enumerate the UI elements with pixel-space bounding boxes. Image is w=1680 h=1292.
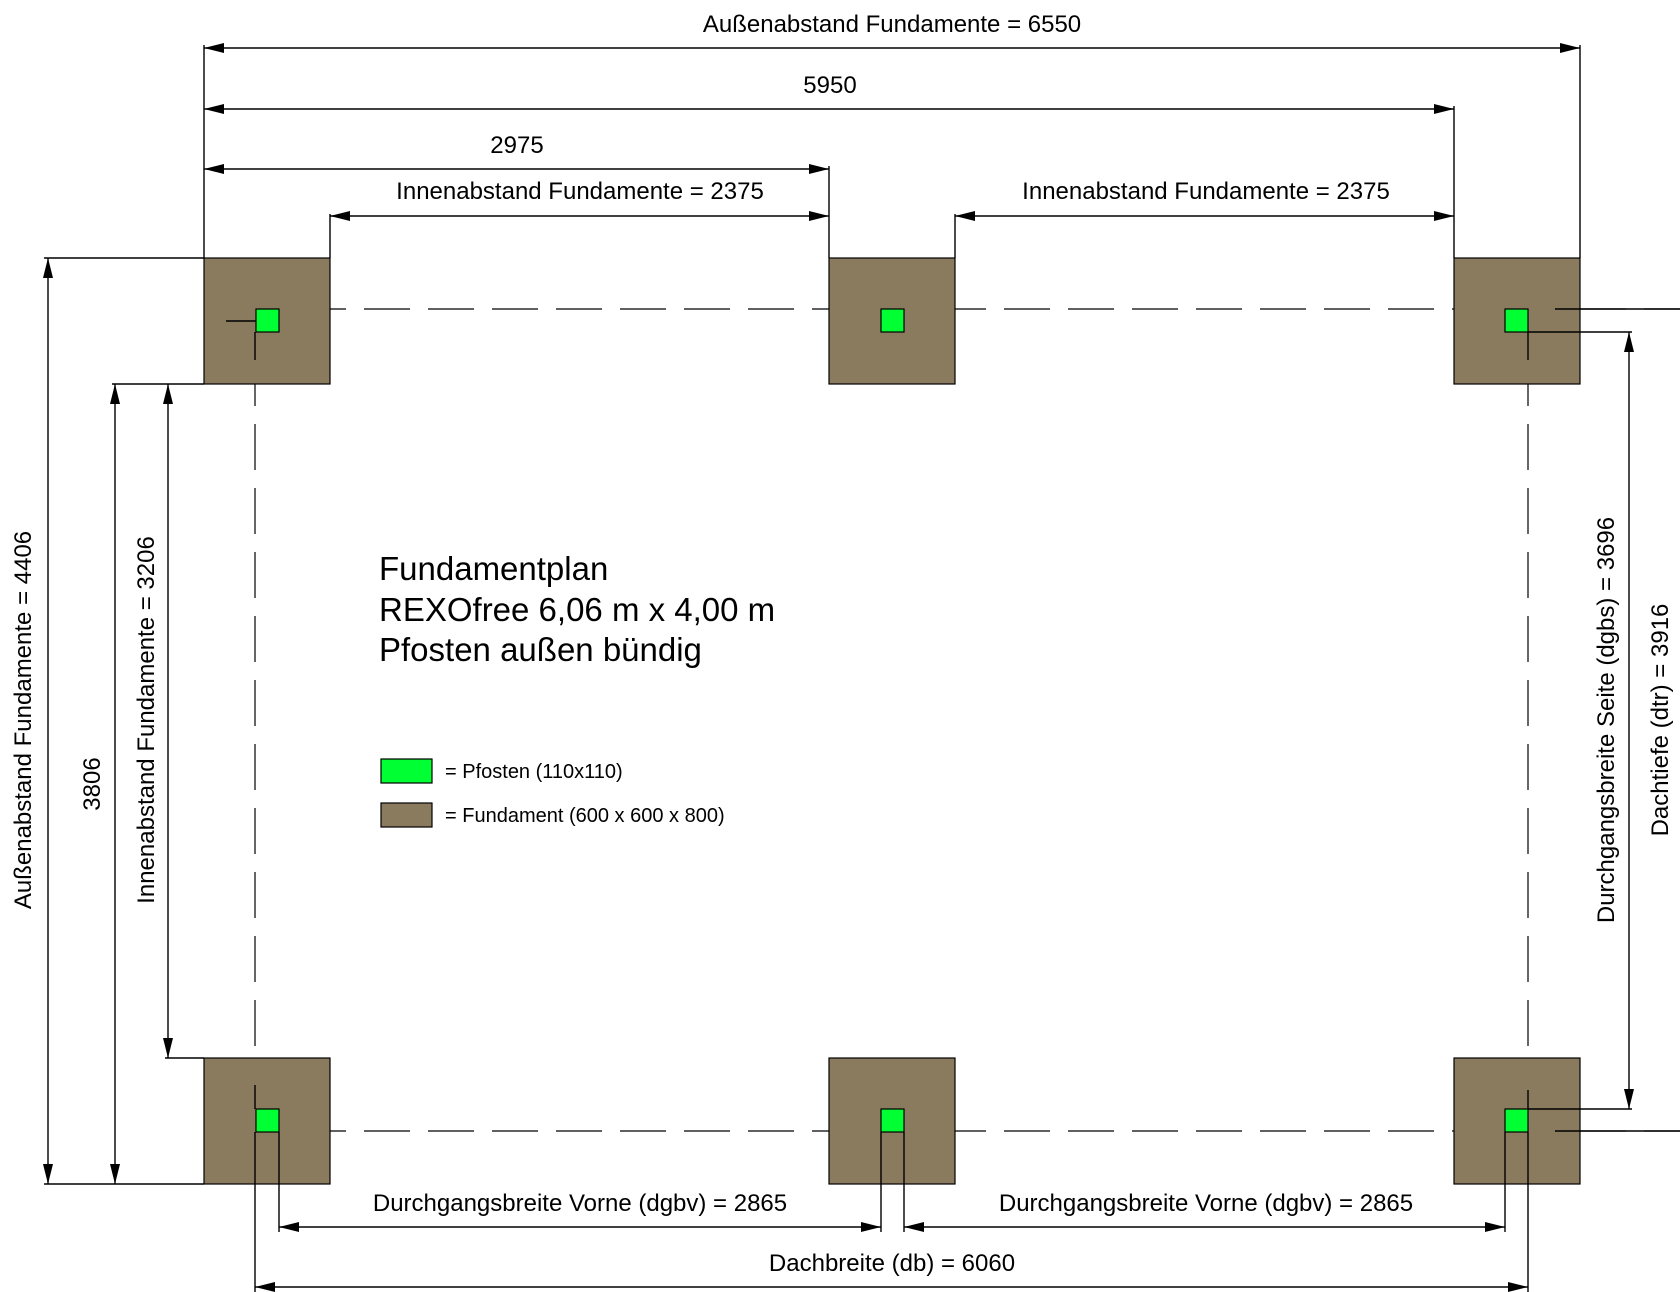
title-line-2: REXOfree 6,06 m x 4,00 m	[379, 591, 775, 628]
title-block: Fundamentplan REXOfree 6,06 m x 4,00 m P…	[379, 550, 775, 668]
post-front-left	[255, 1108, 280, 1133]
label-inner-right: Innenabstand Fundamente = 2375	[1022, 178, 1390, 205]
label-passage-front-left: Durchgangsbreite Vorne (dgbv) = 2865	[373, 1190, 787, 1217]
label-3806: 3806	[79, 757, 106, 810]
label-inner-depth: Innenabstand Fundamente = 3206	[133, 536, 160, 904]
post-front-middle	[880, 1108, 905, 1133]
legend-post-label: = Pfosten (110x110)	[445, 761, 623, 783]
title-line-3: Pfosten außen bündig	[379, 631, 702, 668]
dimension-labels: Außenabstand Fundamente = 6550 5950 2975…	[10, 11, 1674, 1277]
center-lines	[254, 308, 1680, 1132]
bottom-dimensions	[254, 1132, 1529, 1292]
post-back-middle	[880, 308, 905, 333]
right-dimensions	[1528, 308, 1680, 1132]
left-dimensions	[43, 257, 204, 1185]
label-roof-width: Dachbreite (db) = 6060	[769, 1250, 1015, 1277]
legend-foundation-swatch	[380, 802, 433, 828]
label-passage-side: Durchgangsbreite Seite (dgbs) = 3696	[1593, 517, 1620, 923]
label-outer-depth: Außenabstand Fundamente = 4406	[10, 531, 37, 909]
label-inner-left: Innenabstand Fundamente = 2375	[396, 178, 764, 205]
legend: = Pfosten (110x110) = Fundament (600 x 6…	[380, 758, 725, 828]
post-back-left	[255, 308, 280, 333]
post-axis-ticks	[226, 320, 1529, 1109]
legend-post-swatch	[380, 758, 433, 784]
top-dimensions	[203, 43, 1581, 258]
label-2975: 2975	[490, 132, 543, 159]
posts	[255, 308, 1529, 1133]
post-back-right	[1504, 308, 1529, 333]
label-5950: 5950	[803, 72, 856, 99]
foundations	[203, 257, 1581, 1185]
title-line-1: Fundamentplan	[379, 550, 608, 587]
legend-foundation-label: = Fundament (600 x 600 x 800)	[445, 805, 725, 827]
label-roof-depth: Dachtiefe (dtr) = 3916	[1647, 604, 1674, 837]
label-passage-front-right: Durchgangsbreite Vorne (dgbv) = 2865	[999, 1190, 1413, 1217]
label-outer-width: Außenabstand Fundamente = 6550	[703, 11, 1081, 38]
post-front-right	[1504, 1108, 1529, 1133]
